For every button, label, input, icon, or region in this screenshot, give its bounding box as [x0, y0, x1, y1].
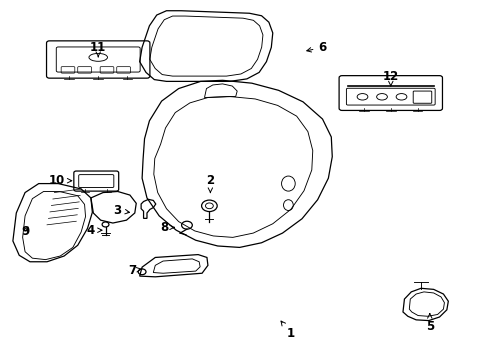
Text: 10: 10 — [48, 174, 72, 187]
Text: 1: 1 — [281, 321, 294, 340]
Text: 12: 12 — [382, 69, 398, 86]
Text: 5: 5 — [425, 314, 433, 333]
Text: 4: 4 — [86, 224, 102, 237]
Text: 9: 9 — [21, 225, 29, 238]
Text: 8: 8 — [160, 221, 174, 234]
Text: 7: 7 — [128, 264, 142, 277]
Text: 3: 3 — [113, 204, 129, 217]
Text: 6: 6 — [306, 41, 326, 54]
Text: 2: 2 — [206, 174, 214, 193]
Text: 11: 11 — [90, 41, 106, 57]
